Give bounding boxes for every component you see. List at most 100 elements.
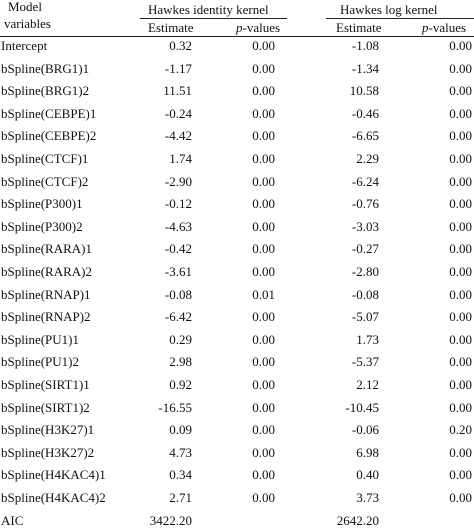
estimate-log-cell: -3.03 — [351, 218, 379, 234]
pvalue-identity-cell: 0.00 — [252, 399, 275, 415]
table-row: bSpline(PU1)1 0.29 0.00 1.73 0.00 — [0, 328, 474, 351]
pvalue-identity-cell: 0.00 — [252, 377, 275, 392]
variable-cell: bSpline(CEBPE)2 — [1, 128, 97, 144]
estimate-log-cell: -10.45 — [345, 399, 379, 415]
table-row: Intercept 0.32 0.00 -1.08 0.00 — [0, 34, 474, 57]
variable-cell: AIC — [1, 512, 24, 528]
estimate-log-cell: -0.27 — [351, 241, 379, 257]
header-model: Model — [8, 0, 42, 14]
pvalue-identity-cell: 0.00 — [252, 105, 275, 121]
table-row: bSpline(H4KAC4)1 0.34 0.00 0.40 0.00 — [0, 463, 474, 486]
variable-cell: bSpline(RARA)1 — [1, 241, 92, 257]
group2-underline — [326, 18, 474, 19]
pvalue-identity-cell: 0.00 — [252, 241, 275, 257]
pvalue-identity-cell: 0.00 — [252, 151, 275, 166]
pvalue-log-cell: 0.00 — [449, 38, 472, 53]
estimate-log-cell: -6.65 — [351, 128, 379, 144]
estimate-identity-cell: 3422.20 — [149, 512, 192, 528]
pvalue-log-cell: 0.00 — [449, 467, 472, 483]
variable-cell: bSpline(H3K27)1 — [1, 422, 95, 438]
estimate-log-cell: 3.73 — [356, 490, 379, 505]
pvalue-log-cell: 0.00 — [449, 331, 472, 347]
estimate-identity-cell: -6.42 — [164, 309, 192, 325]
table-row: bSpline(PU1)2 2.98 0.00 -5.37 0.00 — [0, 350, 474, 373]
variable-cell: bSpline(SIRT1)2 — [1, 399, 90, 415]
pvalue-identity-cell: 0.01 — [252, 286, 275, 302]
estimate-log-cell: -0.08 — [351, 286, 379, 302]
estimate-identity-cell: -4.42 — [164, 128, 192, 144]
estimate-identity-cell: 0.34 — [169, 467, 192, 483]
estimate-log-cell: -1.34 — [351, 60, 379, 76]
estimate-log-cell: 10.58 — [349, 83, 379, 99]
estimate-identity-cell: -2.90 — [164, 173, 192, 189]
table-row: bSpline(P300)2 -4.63 0.00 -3.03 0.00 — [0, 215, 474, 238]
table-row: bSpline(P300)1 -0.12 0.00 -0.76 0.00 — [0, 192, 474, 215]
variable-cell: bSpline(H4KAC4)2 — [1, 490, 106, 505]
estimate-log-cell: -0.46 — [351, 105, 379, 121]
pvalue-log-cell: 0.00 — [449, 241, 472, 257]
pvalue-identity-cell: 0.00 — [252, 264, 275, 279]
estimate-identity-cell: 0.29 — [169, 331, 192, 347]
estimate-log-cell: -2.80 — [351, 264, 379, 279]
estimate-identity-cell: -4.63 — [164, 218, 192, 234]
header-identity-kernel: Hawkes identity kernel — [148, 2, 269, 17]
estimate-identity-cell: 0.09 — [169, 422, 192, 438]
table-row: bSpline(SIRT1)2 -16.55 0.00 -10.45 0.00 — [0, 396, 474, 419]
pvalue-log-cell: 0.00 — [449, 399, 472, 415]
variable-cell: bSpline(P300)1 — [1, 196, 83, 212]
header-pvalues-1: p-values — [236, 20, 281, 35]
estimate-log-cell: 2.12 — [356, 377, 379, 392]
variable-cell: bSpline(PU1)1 — [1, 331, 79, 347]
estimate-identity-cell: 0.92 — [169, 377, 192, 392]
estimate-identity-cell: 2.71 — [169, 490, 192, 505]
table-row: bSpline(RARA)1 -0.42 0.00 -0.27 0.00 — [0, 237, 474, 260]
estimate-identity-cell: 1.74 — [169, 151, 192, 166]
group1-underline — [140, 18, 287, 19]
estimate-identity-cell: -3.61 — [164, 264, 192, 279]
table-row: bSpline(CEBPE)1 -0.24 0.00 -0.46 0.00 — [0, 102, 474, 125]
pvalue-log-cell: 0.00 — [449, 444, 472, 460]
table-row: bSpline(RNAP)1 -0.08 0.01 -0.08 0.00 — [0, 283, 474, 306]
estimate-identity-cell: -0.24 — [164, 105, 192, 121]
pvalue-identity-cell: 0.00 — [252, 196, 275, 212]
header-log-kernel: Hawkes log kernel — [340, 2, 438, 17]
estimate-log-cell: 1.73 — [356, 331, 379, 347]
estimate-log-cell: 6.98 — [356, 444, 379, 460]
pvalue-identity-cell: 0.00 — [252, 490, 275, 505]
pvalue-identity-cell: 0.00 — [252, 331, 275, 347]
pvalue-identity-cell: 0.00 — [252, 444, 275, 460]
pvalue-log-cell: 0.00 — [449, 83, 472, 99]
table-row: bSpline(SIRT1)1 0.92 0.00 2.12 0.00 — [0, 373, 474, 396]
pvalue-log-cell: 0.00 — [449, 309, 472, 325]
table-row: bSpline(H3K27)1 0.09 0.00 -0.06 0.20 — [0, 418, 474, 441]
table-row: AIC 3422.20 2642.20 — [0, 509, 474, 532]
estimate-log-cell: -5.07 — [351, 309, 379, 325]
pvalue-identity-cell: 0.00 — [252, 467, 275, 483]
estimate-identity-cell: -0.12 — [164, 196, 192, 212]
estimate-identity-cell: -0.08 — [164, 286, 192, 302]
variable-cell: bSpline(BRG1)2 — [1, 83, 90, 99]
estimate-log-cell: -0.06 — [351, 422, 379, 438]
pvalue-identity-cell: 0.00 — [252, 422, 275, 438]
header-rule — [0, 36, 474, 37]
pvalue-log-cell: 0.00 — [449, 60, 472, 76]
estimate-log-cell: 0.40 — [356, 467, 379, 483]
pvalue-identity-cell: 0.00 — [252, 128, 275, 144]
pvalue-log-cell: 0.20 — [449, 422, 472, 438]
estimate-identity-cell: 4.73 — [169, 444, 192, 460]
pvalue-log-cell: 0.00 — [449, 151, 472, 166]
estimate-identity-cell: 11.51 — [163, 83, 192, 99]
pvalue-identity-cell: 0.00 — [252, 60, 275, 76]
estimate-identity-cell: -1.17 — [164, 60, 192, 76]
variable-cell: bSpline(RARA)2 — [1, 264, 92, 279]
variable-cell: bSpline(BRG1)1 — [1, 60, 90, 76]
variable-cell: bSpline(H3K27)2 — [1, 444, 95, 460]
pvalue-identity-cell: 0.00 — [252, 38, 275, 53]
pvalue-log-cell: 0.00 — [449, 105, 472, 121]
estimate-identity-cell: -16.55 — [158, 399, 192, 415]
estimate-log-cell: -1.08 — [351, 38, 379, 53]
header-estimate-2: Estimate — [336, 20, 382, 35]
pvalue-identity-cell: 0.00 — [252, 354, 275, 370]
estimate-log-cell: -6.24 — [351, 173, 379, 189]
header-estimate-1: Estimate — [148, 20, 194, 35]
